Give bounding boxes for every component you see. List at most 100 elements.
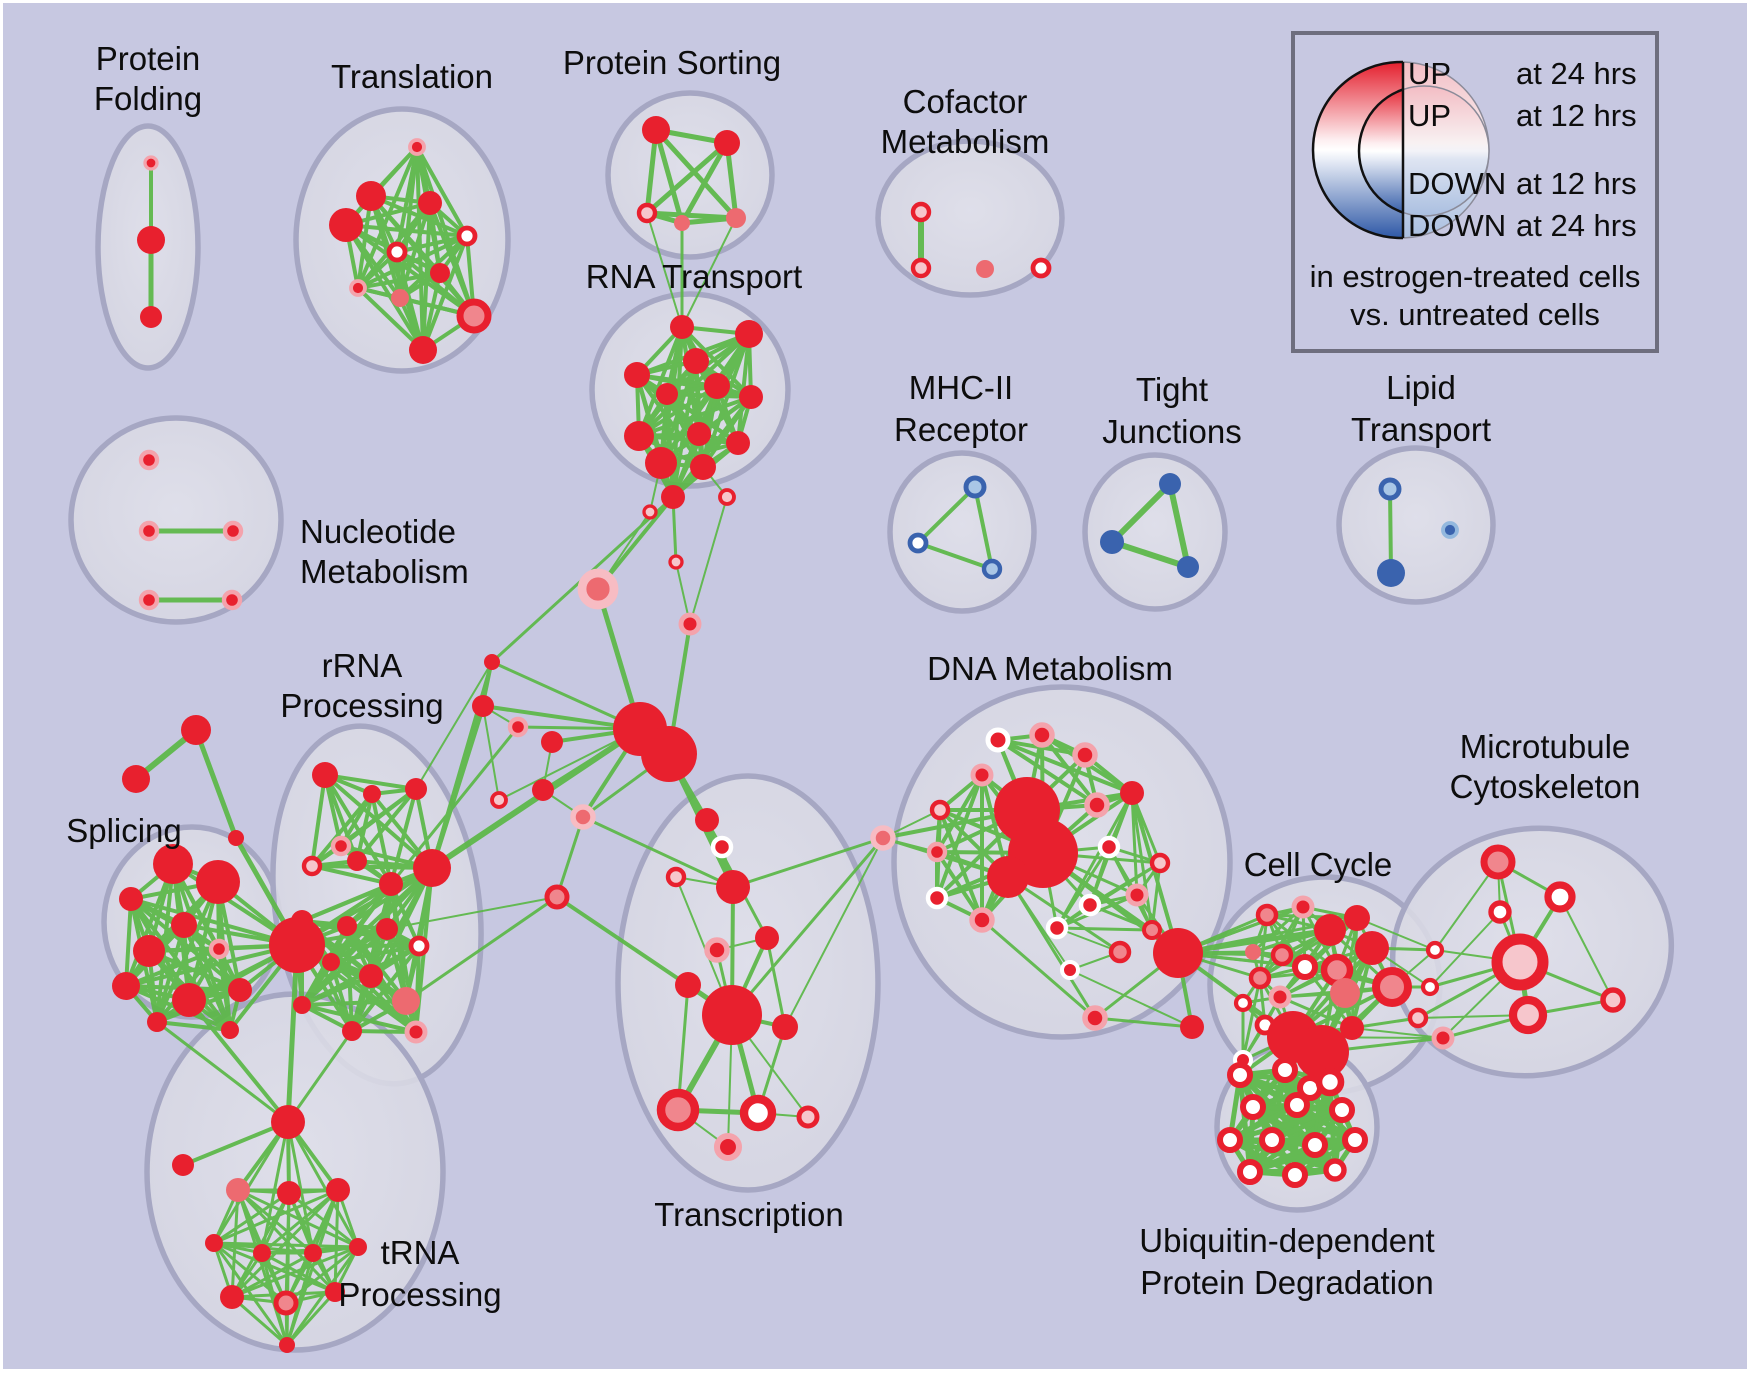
network-node-solid-48 [690,454,716,480]
network-node-solid-85 [347,851,367,871]
legend-time-1: at 12 hrs [1516,98,1637,133]
network-node-ringsalmon-108 [273,1290,299,1316]
network-edge [187,998,290,1124]
cluster-label-microtubule-cytoskeleton: Microtubule Cytoskeleton [1450,728,1641,805]
network-edge [935,773,984,900]
network-node-bluesolid-31 [1159,473,1181,495]
network-edge [404,895,559,1003]
network-node-solid-76 [228,978,252,1002]
network-edge [356,271,442,290]
network-node-solid-152 [1344,905,1370,931]
network-edge [344,223,469,238]
network-edge [1350,916,1359,1030]
network-node-solid-151 [1314,914,1346,946]
network-edge [482,705,500,801]
network-edge [1069,969,1193,1028]
network-node-pinksolid-21 [976,260,994,278]
network-node-ringwhite-121 [739,1094,777,1132]
network-node-halo-25 [222,520,244,542]
network-node-halo-83 [330,835,352,857]
cluster-ellipse-mhc-ii-receptor [887,450,1037,614]
network-edge [285,942,300,1125]
network-node-halo-3 [408,138,426,156]
legend-footer-line-0: in estrogen-treated cells [1310,259,1641,294]
network-node-solid-62 [472,695,494,717]
network-edge [230,1295,289,1347]
network-node-solid-147 [1180,1015,1204,1039]
network-node-solid-37 [670,315,694,339]
network-node-solid-109 [325,1282,345,1302]
network-node-whitering-136 [1097,835,1121,859]
network-node-solid-70 [119,887,143,911]
network-node-solid-98 [271,1105,305,1139]
network-node-ringpink-51 [718,488,736,506]
network-node-ringpink-53 [668,554,684,570]
network-node-halo-127 [1072,742,1098,768]
network-node-ringwhite-187 [1302,1132,1328,1158]
network-node-ringwhite-189 [1237,1159,1263,1185]
network-node-pinksolid-17 [674,215,690,231]
legend-time-0: at 24 hrs [1516,56,1637,91]
network-edge [555,815,585,899]
node-layer [112,116,1626,1353]
network-edge [653,127,739,221]
cluster-ellipse-translation [293,106,511,374]
network-edge [329,960,354,1033]
network-edge [938,808,984,922]
cluster-label-protein-sorting: Protein Sorting [563,44,781,81]
network-node-ringpink-16 [636,202,658,224]
network-node-whitering-140 [1078,893,1102,917]
network-node-solid-99 [172,1154,194,1176]
network-node-ringwhite-22 [1030,257,1052,279]
network-node-whitering-145 [1060,960,1080,980]
network-node-solid-165 [1295,1025,1349,1079]
network-edge [637,395,753,438]
network-edge [1109,481,1173,545]
network-edge [260,1188,340,1255]
network-node-bluering-29 [907,532,929,554]
network-edge [212,1241,337,1294]
network-edge [286,1029,354,1124]
network-edge [193,727,239,841]
network-edge [129,897,299,947]
network-node-halo-54 [678,612,702,636]
network-edge [679,140,730,226]
network-node-halo-26 [138,589,160,611]
network-node-blueringlight-28 [963,475,987,499]
network-node-halo-24 [138,520,160,542]
network-node-bluesolid-35 [1377,559,1405,587]
network-node-solid-6 [329,208,363,242]
network-node-solid-162 [1355,931,1389,965]
network-node-ringwhite-91 [408,935,430,957]
network-node-ringwhite-175 [1425,940,1445,960]
network-edge [414,944,421,1034]
network-node-solid-68 [153,844,193,884]
legend-inner-circle-saturated-half [1357,88,1403,214]
network-node-solid-2 [140,306,162,328]
network-node-solid-110 [279,1337,295,1353]
network-node-ringsalmon-12 [456,298,492,334]
network-edge [765,936,787,1029]
network-edge [124,897,133,988]
network-edge [935,773,984,854]
network-node-blueringlight-34 [1378,477,1402,501]
network-node-ringpink-19 [910,201,932,223]
network-node-solid-148 [1153,928,1203,978]
network-node-solid-95 [342,1021,362,1041]
network-node-ringwhite-182 [1240,1094,1266,1120]
network-node-pinkhalo-124 [870,825,896,851]
network-node-solid-41 [704,373,730,399]
network-node-solid-58 [532,779,554,801]
cluster-label-cofactor-metabolism: Cofactor Metabolism [881,83,1050,160]
network-node-solid-61 [484,654,500,670]
network-edge [155,1020,232,1032]
network-node-solid-133 [987,856,1029,898]
network-edge [395,234,469,254]
network-edge [1130,791,1180,955]
cluster-label-dna-metabolism: DNA Metabolism [927,650,1173,687]
network-edge [689,496,728,625]
network-edge [1130,791,1154,932]
network-node-halo-141 [1125,883,1149,907]
network-edge [1055,791,1134,930]
